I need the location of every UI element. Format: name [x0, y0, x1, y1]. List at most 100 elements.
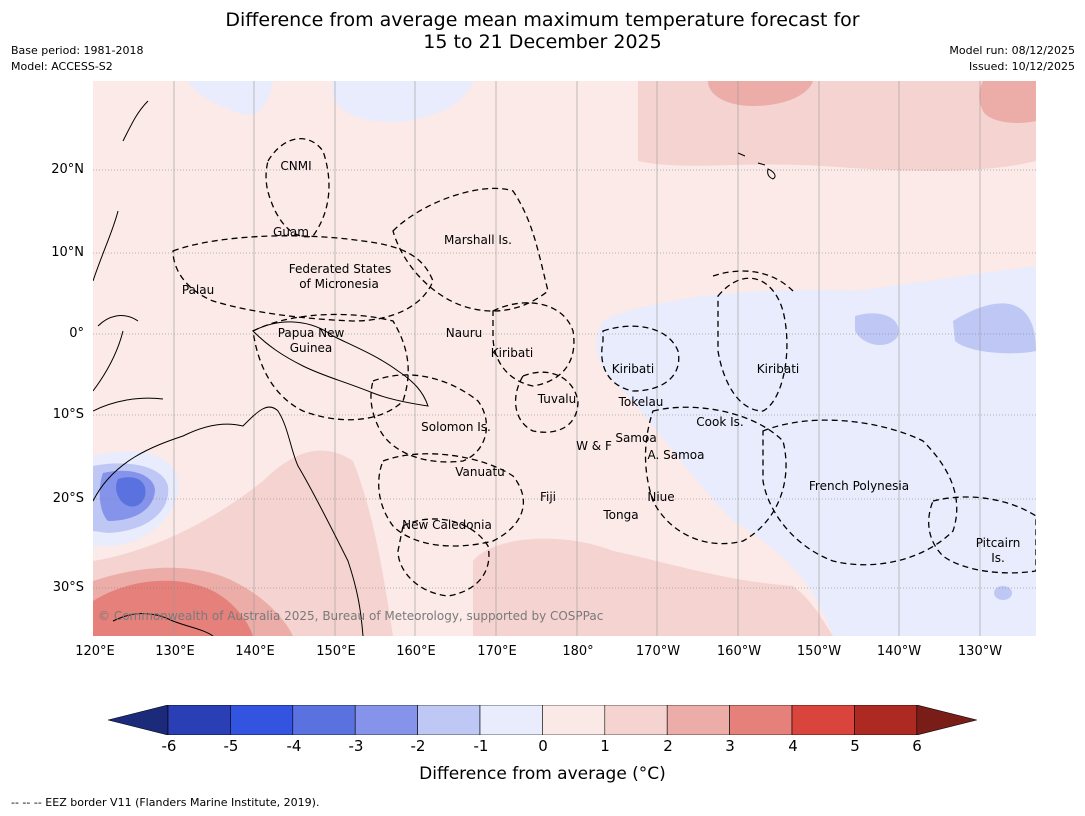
eez-hawaii-line	[712, 270, 794, 292]
lon-label-150w: 150°W	[796, 644, 842, 659]
lon-label-160e: 160°E	[396, 644, 436, 659]
eez-kiribati-gilbert	[492, 302, 575, 387]
eez-kiribati-phoenix	[601, 325, 680, 392]
lat-label-10n: 10°N	[51, 245, 84, 260]
region-label-cook: Cook Is.	[696, 415, 744, 429]
colorbar-tick: -1	[473, 737, 489, 755]
colorbar-segment	[167, 705, 231, 735]
coastlines	[93, 100, 776, 636]
colorbar-tick: -5	[223, 737, 239, 755]
colorbar-segment	[729, 705, 793, 735]
colorbar-tick: -2	[410, 737, 426, 755]
lat-label-10s: 10°S	[52, 407, 84, 422]
issued-date: Issued: 10/12/2025	[968, 60, 1075, 73]
region-label-new-caledonia: New Caledonia	[402, 518, 492, 532]
cool-anomaly-core-east-2	[953, 303, 1036, 354]
region-label-pitcairn-2: Is.	[991, 551, 1005, 565]
colorbar-tick: -4	[286, 737, 302, 755]
region-label-guam: Guam	[273, 225, 309, 239]
region-label-wallis-futuna: W & F	[576, 439, 612, 453]
cool-anomaly-core-east	[855, 313, 899, 346]
colorbar-tick: 5	[850, 737, 860, 755]
eez-cook	[644, 406, 787, 545]
region-label-tokelau: Tokelau	[618, 395, 664, 409]
lat-label-equator: 0°	[69, 326, 84, 341]
anomaly-map	[93, 81, 1036, 636]
lon-label-130w: 130°W	[957, 644, 1003, 659]
region-label-kiribati-line: Kiribati	[756, 362, 800, 376]
latitude-lines	[93, 169, 1036, 589]
colorbar-tick: 6	[912, 737, 922, 755]
region-label-fiji: Fiji	[539, 490, 557, 504]
lon-label-140w: 140°W	[876, 644, 922, 659]
maritime-continent-coast	[93, 100, 164, 412]
eez-borders	[172, 138, 1036, 597]
region-label-niue: Niue	[647, 490, 675, 504]
region-label-samoa: Samoa	[615, 431, 657, 445]
colorbar-segment	[417, 705, 481, 735]
eez-tuvalu	[514, 371, 579, 433]
eez-legend-note: -- -- -- EEZ border V11 (Flanders Marine…	[11, 796, 320, 809]
region-label-png-2: Guinea	[289, 341, 333, 355]
cool-anomaly-east-pacific	[596, 266, 1036, 636]
lon-label-140e: 140°E	[235, 644, 275, 659]
region-label-fsm-1: Federated States	[288, 262, 392, 276]
eez-pitcairn	[928, 496, 1036, 574]
colorbar-tick: 2	[663, 737, 673, 755]
colorbar-extend-high	[916, 705, 977, 735]
eez-kiribati-line	[717, 277, 788, 412]
lon-label-170e: 170°E	[477, 644, 517, 659]
warm-anomaly-ne-core	[708, 81, 813, 106]
colorbar-segment	[542, 705, 606, 735]
region-label-french-polynesia: French Polynesia	[808, 479, 910, 493]
colorbar-tick: -3	[348, 737, 364, 755]
model-name: Model: ACCESS-S2	[11, 60, 113, 73]
title-line-2: 15 to 21 December 2025	[423, 31, 662, 53]
eez-new-caledonia	[397, 518, 490, 597]
lat-label-20n: 20°N	[51, 162, 84, 177]
region-label-pitcairn-1: Pitcairn	[975, 536, 1021, 550]
region-label-png-1: Papua New	[277, 326, 345, 340]
warm-anomaly-sw-core	[93, 580, 253, 636]
eez-vanuatu-fiji	[378, 453, 524, 547]
base-period: Base period: 1981-2018	[11, 44, 144, 57]
copyright-notice: © Commonwealth of Australia 2025, Bureau…	[98, 609, 604, 623]
region-label-kiribati-gilbert: Kiribati	[490, 346, 534, 360]
colorbar-tick: 1	[600, 737, 610, 755]
australia-coast	[93, 406, 364, 636]
new-guinea-coast	[252, 321, 429, 407]
colorbar-segment	[854, 705, 918, 735]
lon-label-180: 180°	[562, 644, 594, 659]
colorbar-segment	[666, 705, 730, 735]
colorbar-tick: 3	[725, 737, 735, 755]
grid-lines	[173, 81, 981, 636]
warm-anomaly-ne	[638, 81, 1036, 171]
hawaii-coast	[737, 152, 776, 180]
region-label-palau: Palau	[181, 283, 215, 297]
new-zealand-coast	[112, 613, 214, 636]
warm-anomaly-ne-core-2	[979, 81, 1036, 123]
colorbar-segment	[230, 705, 294, 735]
region-label-american-samoa: A. Samoa	[647, 448, 705, 462]
region-label-vanuatu: Vanuatu	[455, 465, 505, 479]
lat-label-20s: 20°S	[52, 491, 84, 506]
colorbar-segment	[479, 705, 543, 735]
cool-anomaly-north	[188, 81, 273, 115]
cool-spot-pitcairn	[994, 586, 1012, 600]
region-label-cnmi: CNMI	[280, 159, 312, 173]
eez-fsm	[172, 235, 434, 322]
colorbar-segment	[292, 705, 356, 735]
colorbar-label: Difference from average (°C)	[419, 764, 666, 784]
warm-anomaly-south-central	[473, 538, 833, 636]
region-label-tuvalu: Tuvalu	[537, 392, 577, 406]
region-label-nauru: Nauru	[445, 326, 483, 340]
colorbar-tick: 0	[538, 737, 548, 755]
lon-label-130e: 130°E	[155, 644, 195, 659]
colorbar-tick: 4	[788, 737, 798, 755]
lon-label-160w: 160°W	[716, 644, 762, 659]
lon-label-120e: 120°E	[75, 644, 115, 659]
region-label-fsm-2: of Micronesia	[299, 277, 379, 291]
lon-label-150e: 150°E	[316, 644, 356, 659]
model-run: Model run: 08/12/2025	[949, 44, 1075, 57]
region-label-solomon: Solomon Is.	[421, 420, 491, 434]
